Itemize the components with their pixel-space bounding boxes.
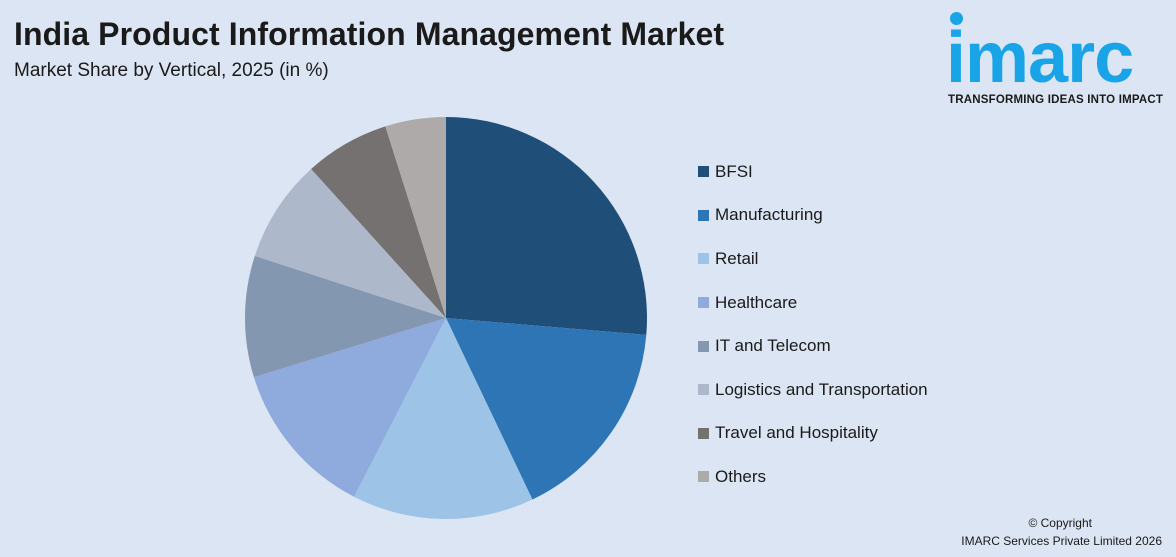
legend-swatch bbox=[698, 471, 709, 483]
legend-item: Retail bbox=[698, 237, 928, 281]
copyright-notice: © Copyright bbox=[1028, 516, 1092, 530]
legend-item: IT and Telecom bbox=[698, 324, 928, 368]
legend-swatch bbox=[698, 253, 709, 265]
pie-slice-logistics-and-transportation bbox=[254, 168, 446, 318]
chart-title: India Product Information Management Mar… bbox=[14, 16, 725, 52]
chart-subtitle: Market Share by Vertical, 2025 (in %) bbox=[14, 60, 329, 81]
pie-slice-others bbox=[385, 117, 446, 318]
pie-slice-travel-and-hospitality bbox=[311, 126, 446, 318]
chart-legend: BFSI Manufacturing Retail Healthcare IT and … bbox=[698, 150, 928, 499]
logo-tagline: TRANSFORMING IDEAS INTO IMPACT bbox=[948, 94, 1164, 106]
logo-wordmark: imarc bbox=[946, 18, 1134, 98]
legend-swatch bbox=[698, 166, 709, 178]
legend-label: BFSI bbox=[715, 161, 753, 181]
legend-label: Travel and Hospitality bbox=[715, 423, 878, 443]
legend-swatch bbox=[698, 427, 709, 439]
legend-item: Travel and Hospitality bbox=[698, 412, 928, 456]
legend-swatch bbox=[698, 340, 709, 352]
legend-label: Healthcare bbox=[715, 292, 798, 312]
legend-label: Others bbox=[715, 466, 767, 486]
legend-item: Logistics and Transportation bbox=[698, 368, 928, 412]
pie-slice-retail bbox=[354, 318, 533, 519]
legend-item: Manufacturing bbox=[698, 194, 928, 238]
legend-label: IT and Telecom bbox=[715, 336, 831, 356]
legend-label: Retail bbox=[715, 248, 759, 268]
pie-slice-bfsi bbox=[446, 117, 647, 335]
pie-slice-it-and-telecom bbox=[245, 255, 446, 378]
imarc-logo: imarc TRANSFORMING IDEAS INTO IMPACT bbox=[946, 12, 1170, 108]
legend-item: Healthcare bbox=[698, 281, 928, 325]
legend-label: Logistics and Transportation bbox=[715, 379, 928, 399]
pie-slice-healthcare bbox=[253, 318, 446, 497]
legend-swatch bbox=[698, 384, 709, 396]
legend-item: Others bbox=[698, 455, 928, 499]
legend-label: Manufacturing bbox=[715, 205, 823, 225]
company-credit: IMARC Services Private Limited 2026 bbox=[961, 534, 1162, 548]
logo-dot-icon bbox=[950, 12, 963, 25]
legend-swatch bbox=[698, 297, 709, 309]
legend-item: BFSI bbox=[698, 150, 928, 194]
pie-slice-manufacturing bbox=[446, 318, 647, 500]
legend-swatch bbox=[698, 209, 709, 221]
